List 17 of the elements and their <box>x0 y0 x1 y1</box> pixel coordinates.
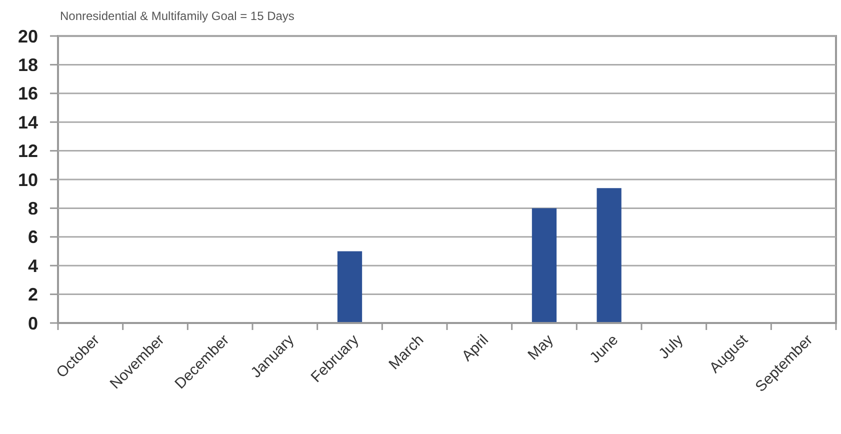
y-tick-label: 6 <box>28 227 38 248</box>
y-tick-label: 20 <box>18 26 38 46</box>
y-tick-label: 0 <box>28 313 38 334</box>
y-tick-label: 2 <box>28 284 38 305</box>
y-tick-label: 16 <box>18 84 38 104</box>
y-tick-label: 14 <box>18 112 38 132</box>
y-tick-label: 18 <box>18 55 38 75</box>
chart-title: Nonresidential & Multifamily Goal = 15 Days <box>60 9 294 23</box>
y-tick-label: 12 <box>18 141 38 162</box>
y-tick-label: 4 <box>28 256 38 276</box>
bar <box>337 251 362 323</box>
bar <box>596 188 622 323</box>
x-tick-label: July <box>656 331 687 362</box>
x-tick-label: May <box>524 331 558 364</box>
y-tick-label: 8 <box>28 198 38 218</box>
y-tick-label: 10 <box>18 170 38 190</box>
bar <box>532 208 557 323</box>
